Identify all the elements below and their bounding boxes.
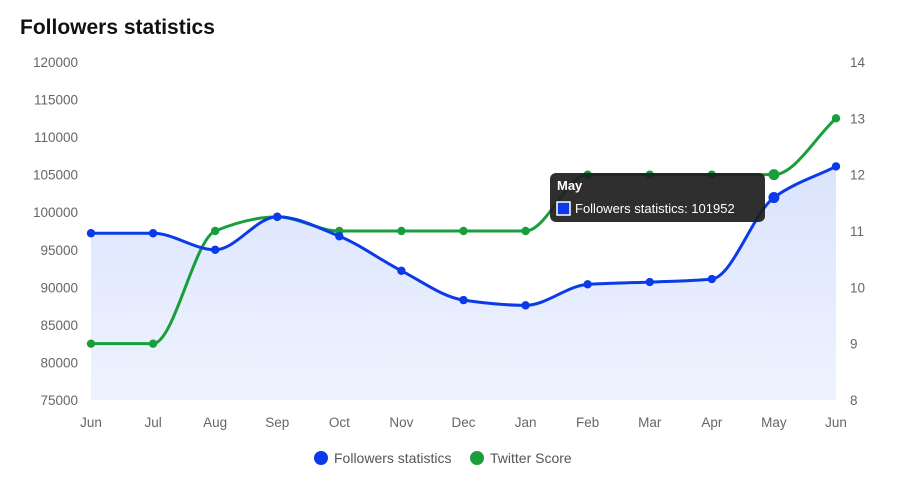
legend-label: Twitter Score (490, 450, 572, 466)
x-tick-label: Mar (638, 415, 662, 430)
legend-marker (314, 451, 328, 465)
y-right-tick-label: 14 (850, 55, 866, 70)
y-left-tick-label: 90000 (40, 280, 78, 295)
followers-point[interactable] (335, 232, 344, 241)
twitter-score-point[interactable] (210, 226, 220, 236)
followers-point[interactable] (459, 295, 468, 305)
area-layer (91, 166, 836, 400)
y-left-tick-label: 115000 (34, 93, 78, 108)
tooltip-swatch (556, 201, 571, 216)
x-tick-label: Sep (265, 415, 289, 430)
y-right-tick-label: 9 (850, 337, 858, 352)
y-right-tick-label: 10 (850, 280, 865, 295)
y-right-tick-label: 11 (850, 224, 864, 239)
x-tick-label: Jun (825, 415, 847, 430)
followers-point[interactable] (645, 277, 654, 287)
y-left-tick-label: 95000 (40, 243, 78, 258)
x-tick-label: Feb (576, 415, 599, 430)
x-tick-label: Jun (80, 415, 102, 430)
x-tick-label: Jan (515, 415, 537, 430)
followers-point[interactable] (210, 245, 220, 254)
y-left-tick-label: 80000 (40, 355, 78, 370)
followers-point[interactable] (521, 301, 530, 310)
followers-point[interactable] (86, 229, 96, 238)
x-axis: Jun Jul Aug Sep Oct Nov Dec Jan Feb Mar Apr May Jun (80, 415, 847, 430)
followers-point[interactable] (707, 274, 717, 284)
twitter-score-point[interactable] (148, 339, 158, 348)
x-tick-label: Aug (203, 415, 227, 430)
x-tick-label: Oct (329, 415, 350, 430)
tooltip-box (550, 173, 765, 222)
y-left-tick-label: 110000 (34, 130, 78, 145)
x-tick-label: Nov (389, 415, 413, 430)
twitter-score-point[interactable] (86, 339, 96, 348)
followers-point[interactable] (273, 212, 282, 221)
x-tick-label: Apr (701, 415, 723, 430)
x-tick-label: May (761, 415, 787, 430)
y-right-tick-label: 13 (850, 111, 865, 126)
y-right-tick-label: 8 (850, 393, 858, 408)
tooltip-title: May (557, 178, 583, 193)
legend-marker (470, 451, 484, 465)
y-left-tick-label: 120000 (33, 55, 78, 70)
twitter-score-point[interactable] (459, 226, 468, 236)
legend-label: Followers statistics (334, 450, 451, 466)
followers-point[interactable] (583, 280, 592, 289)
followers-point[interactable] (397, 266, 406, 276)
twitter-score-point[interactable] (768, 169, 780, 181)
chart-title: Followers statistics (20, 16, 215, 39)
twitter-score-point[interactable] (521, 226, 530, 236)
y-right-tick-label: 12 (850, 168, 865, 183)
x-tick-label: Dec (451, 415, 475, 430)
x-tick-label: Jul (144, 415, 161, 430)
tooltip: May Followers statistics: 101952 (550, 173, 765, 222)
y-left-tick-label: 100000 (33, 205, 78, 220)
followers-point[interactable] (831, 162, 841, 171)
followers-point[interactable] (768, 192, 780, 204)
y-left-tick-label: 85000 (40, 318, 78, 333)
tooltip-text: Followers statistics: 101952 (575, 201, 735, 216)
twitter-score-point[interactable] (397, 226, 406, 236)
y-left-tick-label: 75000 (40, 393, 78, 408)
legend-item-followers[interactable]: Followers statistics (314, 450, 451, 466)
twitter-score-point[interactable] (831, 114, 841, 123)
y-axis-right: 8 9 10 11 12 13 14 (850, 55, 866, 408)
legend-item-twitter-score[interactable]: Twitter Score (470, 450, 572, 466)
followers-point[interactable] (148, 229, 158, 238)
followers-area (91, 166, 836, 400)
legend: Followers statistics Twitter Score (314, 450, 572, 466)
y-axis-left: 75000 80000 85000 90000 95000 100000 105000 110… (33, 55, 78, 408)
y-left-tick-label: 105000 (33, 168, 78, 183)
